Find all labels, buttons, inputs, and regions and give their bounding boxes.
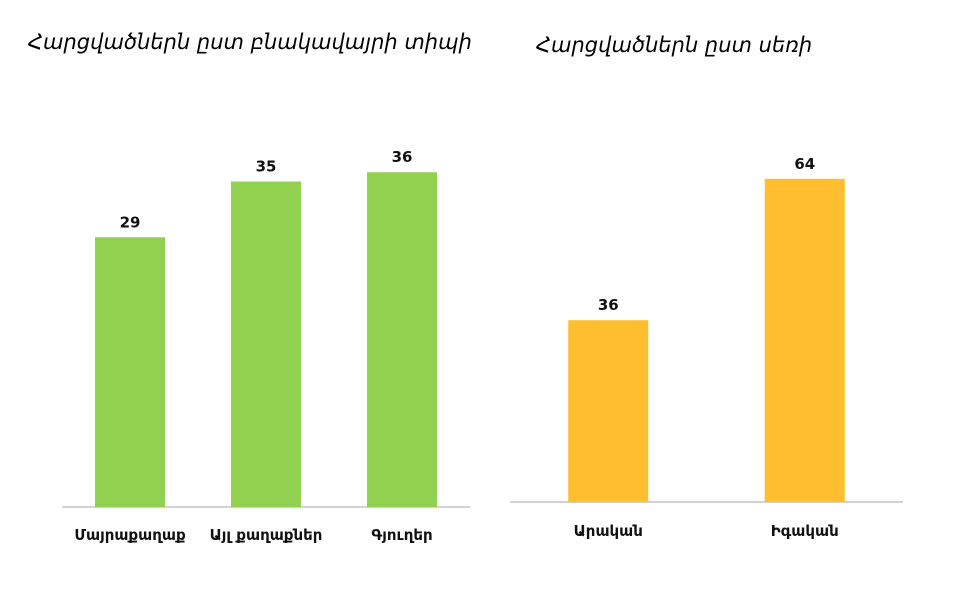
- residence-category-label-2: Գյուղեր: [371, 526, 432, 544]
- gender-category-label-0: Արական: [574, 522, 643, 540]
- gender-value-label-0: 36: [598, 296, 619, 314]
- residence-bar-0: [95, 237, 165, 508]
- chart-title-residence: Հարցվածներն ըստ բնակավայրի տիպի: [28, 30, 472, 54]
- residence-value-label-1: 35: [256, 158, 277, 176]
- gender-bar-0: [568, 320, 649, 502]
- gender-category-label-1: Իգական: [771, 522, 839, 540]
- residence-category-label-0: Մայրաքաղաք: [74, 526, 186, 544]
- gender-value-label-1: 64: [794, 155, 815, 173]
- residence-value-label-2: 36: [392, 148, 413, 166]
- chart-title-gender: Հարցվածներն ըստ սեռի: [536, 33, 813, 57]
- residence-category-label-1: Այլ քաղաքներ: [210, 526, 323, 544]
- residence-bar-2: [367, 172, 437, 507]
- residence-bar-1: [231, 181, 301, 507]
- residence-value-label-0: 29: [120, 213, 141, 231]
- gender-bar-1: [764, 178, 845, 503]
